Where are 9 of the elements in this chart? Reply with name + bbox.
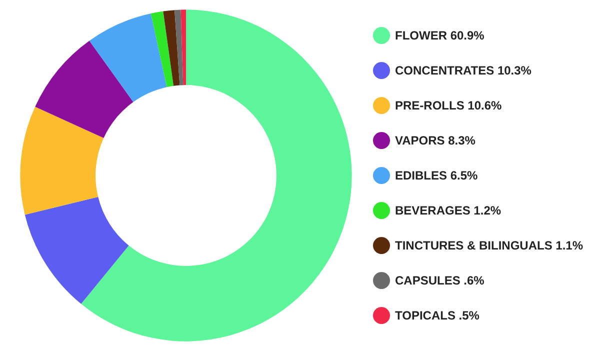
legend-label: PRE-ROLLS 10.6%	[395, 98, 502, 112]
legend-label: TINCTURES & BILINGUALS 1.1%	[395, 238, 584, 252]
legend-label: EDIBLES 6.5%	[395, 168, 478, 182]
legend-label: CONCENTRATES 10.3%	[395, 64, 532, 78]
legend-label: FLOWER 60.9%	[395, 28, 485, 42]
legend-label: VAPORS 8.3%	[395, 134, 476, 148]
legend-label: TOPICALS .5%	[395, 308, 480, 322]
legend-label: CAPSULES .6%	[395, 274, 485, 288]
legend-label: BEVERAGES 1.2%	[395, 204, 502, 218]
